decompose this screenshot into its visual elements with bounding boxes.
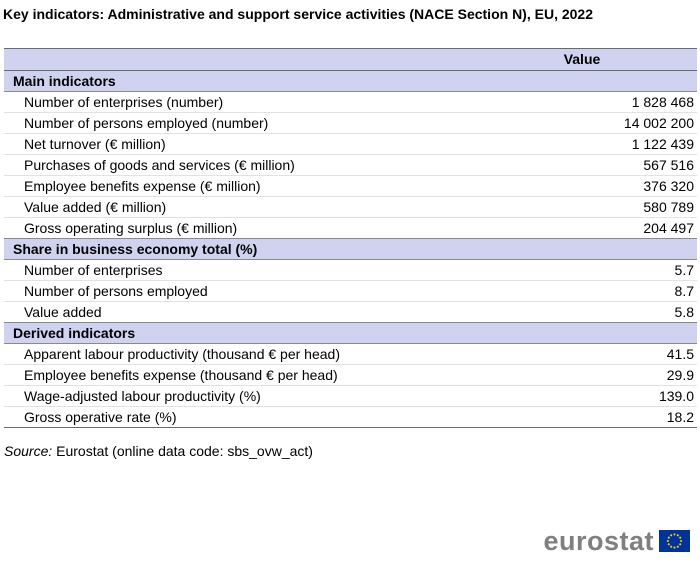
table-row: Employee benefits expense (thousand € pe… xyxy=(4,365,697,386)
flag-star xyxy=(667,536,670,539)
page-title: Key indicators: Administrative and suppo… xyxy=(3,6,593,22)
value-column-header: Value xyxy=(563,51,601,67)
row-value: 5.7 xyxy=(674,262,694,278)
source-text: Eurostat (online data code: sbs_ovw_act) xyxy=(56,443,313,459)
table-row: Apparent labour productivity (thousand €… xyxy=(4,344,697,365)
flag-star xyxy=(666,539,669,543)
flag-star xyxy=(670,534,673,537)
eu-flag-icon xyxy=(659,530,690,552)
row-label: Number of persons employed xyxy=(24,283,208,299)
flag-stars xyxy=(666,533,683,549)
flag-star xyxy=(679,536,682,539)
table-header-row: Value xyxy=(4,49,697,71)
row-label: Apparent labour productivity (thousand €… xyxy=(24,346,340,362)
row-label: Gross operating surplus (€ million) xyxy=(24,220,238,236)
section-header-derived-indicators: Derived indicators xyxy=(4,322,697,344)
row-label: Number of enterprises xyxy=(24,262,163,278)
row-value: 1 122 439 xyxy=(631,136,694,152)
section-header-main-indicators: Main indicators xyxy=(4,71,697,92)
indicators-table: Value Main indicators Number of enterpri… xyxy=(4,48,697,428)
table-row: Value added (€ million) 580 789 xyxy=(4,197,697,218)
table-row: Number of persons employed (number) 14 0… xyxy=(4,113,697,134)
table-row: Wage-adjusted labour productivity (%) 13… xyxy=(4,386,697,407)
table-row: Gross operative rate (%) 18.2 xyxy=(4,407,697,427)
row-value: 567 516 xyxy=(643,157,694,173)
table-row: Purchases of goods and services (€ milli… xyxy=(4,155,697,176)
flag-star xyxy=(673,533,676,536)
flag-star xyxy=(680,539,683,543)
row-label: Net turnover (€ million) xyxy=(24,136,166,152)
source-note: Source: Eurostat (online data code: sbs_… xyxy=(4,443,313,459)
row-label: Number of enterprises (number) xyxy=(24,94,224,110)
row-value: 580 789 xyxy=(643,199,694,215)
flag-background xyxy=(659,530,690,552)
row-value: 18.2 xyxy=(666,409,694,425)
row-label: Gross operative rate (%) xyxy=(24,409,177,425)
row-label: Purchases of goods and services (€ milli… xyxy=(24,157,295,173)
row-value: 8.7 xyxy=(674,283,694,299)
row-label: Wage-adjusted labour productivity (%) xyxy=(24,388,261,404)
row-value: 41.5 xyxy=(666,346,694,362)
table-row: Number of persons employed 8.7 xyxy=(4,281,697,302)
row-label: Number of persons employed (number) xyxy=(24,115,269,131)
row-value: 5.8 xyxy=(674,304,694,320)
flag-star xyxy=(670,545,673,548)
flag-star xyxy=(673,546,676,549)
row-label: Value added (€ million) xyxy=(24,199,167,215)
table-row: Employee benefits expense (€ million) 37… xyxy=(4,176,697,197)
row-label: Employee benefits expense (thousand € pe… xyxy=(24,367,338,383)
table-row: Gross operating surplus (€ million) 204 … xyxy=(4,218,697,238)
eurostat-logo: eurostat xyxy=(543,527,690,555)
table-row: Value added 5.8 xyxy=(4,302,697,322)
flag-star xyxy=(676,534,679,537)
row-value: 29.9 xyxy=(666,367,694,383)
row-label: Value added xyxy=(24,304,102,320)
source-label: Source: xyxy=(4,443,53,459)
table-row: Net turnover (€ million) 1 122 439 xyxy=(4,134,697,155)
table-row: Number of enterprises 5.7 xyxy=(4,260,697,281)
flag-star xyxy=(679,543,682,546)
logo-text: eurostat xyxy=(543,526,654,556)
table-row: Number of enterprises (number) 1 828 468 xyxy=(4,92,697,113)
row-label: Employee benefits expense (€ million) xyxy=(24,178,261,194)
row-value: 204 497 xyxy=(643,220,694,236)
flag-star xyxy=(667,543,670,546)
row-value: 376 320 xyxy=(643,178,694,194)
flag-star xyxy=(676,545,679,548)
section-header-share-business-economy: Share in business economy total (%) xyxy=(4,238,697,260)
row-value: 14 002 200 xyxy=(623,115,694,131)
row-value: 139.0 xyxy=(658,388,694,404)
row-value: 1 828 468 xyxy=(631,94,694,110)
